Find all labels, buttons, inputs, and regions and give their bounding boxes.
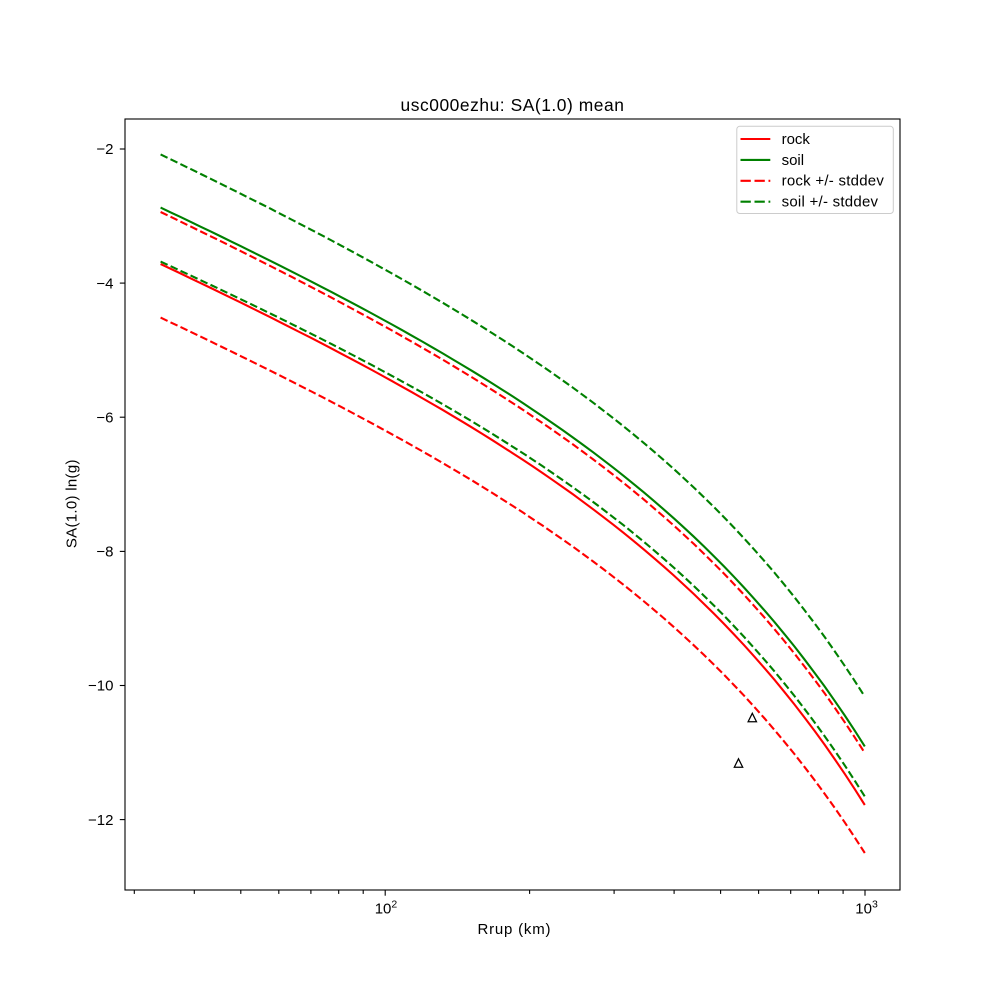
svg-text:SA(1.0) ln(g): SA(1.0) ln(g) <box>64 459 81 548</box>
svg-text:Rrup (km): Rrup (km) <box>477 921 551 938</box>
svg-text:soil +/- stddev: soil +/- stddev <box>782 194 879 211</box>
svg-text:−2: −2 <box>96 141 113 158</box>
svg-text:−6: −6 <box>96 409 113 426</box>
svg-text:rock +/- stddev: rock +/- stddev <box>782 173 885 190</box>
svg-text:rock: rock <box>782 131 811 148</box>
svg-text:usc000ezhu: SA(1.0) mean: usc000ezhu: SA(1.0) mean <box>401 95 625 115</box>
svg-text:−8: −8 <box>96 544 113 561</box>
svg-text:soil: soil <box>782 152 805 169</box>
svg-text:−4: −4 <box>96 275 113 292</box>
svg-text:−12: −12 <box>88 812 113 829</box>
svg-text:−10: −10 <box>88 678 113 695</box>
